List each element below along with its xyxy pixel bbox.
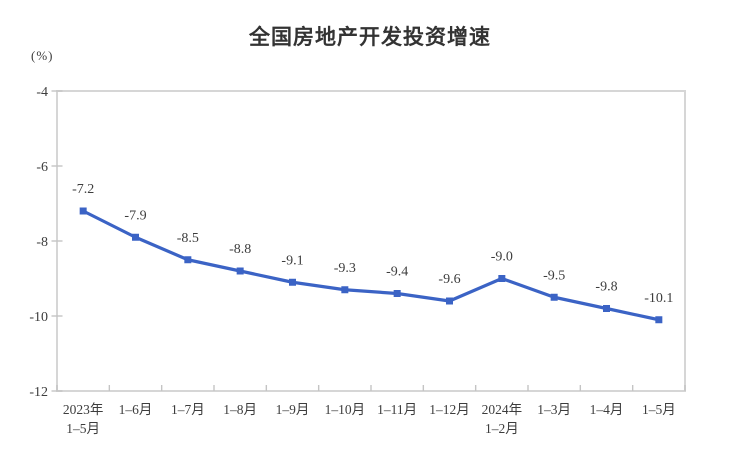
series-line xyxy=(81,209,661,322)
x-axis-tick-label: 1–7月 xyxy=(171,402,205,417)
y-axis-unit-label: (%) xyxy=(31,48,54,63)
x-axis-tick-label: 1–9月 xyxy=(276,402,310,417)
x-axis-tick-label: 1–3月 xyxy=(537,402,571,417)
data-point-marker xyxy=(289,278,296,286)
x-axis-tick-label: 1–2月 xyxy=(485,421,519,436)
data-point-label: -8.8 xyxy=(229,242,251,257)
data-point-label: -9.1 xyxy=(281,253,303,268)
data-point-marker xyxy=(236,267,244,275)
data-point-marker xyxy=(132,233,139,241)
data-point-label: -9.0 xyxy=(491,250,513,265)
y-axis-tick-label: -12 xyxy=(29,385,48,400)
data-point-label: -8.5 xyxy=(177,231,199,246)
x-axis-tick-label: 1–11月 xyxy=(377,402,417,417)
data-point-marker xyxy=(341,286,349,294)
data-point-label: -9.3 xyxy=(334,261,356,276)
data-point-marker xyxy=(550,293,558,301)
data-point-label: -7.2 xyxy=(72,182,94,197)
data-point-label: -9.5 xyxy=(543,268,565,283)
x-axis-tick-label: 1–4月 xyxy=(590,402,624,417)
chart-title: 全国房地产开发投资增速 xyxy=(249,26,491,49)
y-axis-tick-label: -10 xyxy=(29,310,48,325)
data-point-marker xyxy=(184,256,192,264)
data-point-marker xyxy=(655,316,663,324)
x-axis-tick-label: 1–6月 xyxy=(119,402,153,417)
y-axis-tick-label: -8 xyxy=(36,235,48,250)
data-point-marker xyxy=(446,297,453,305)
y-axis-tick-label: -4 xyxy=(36,85,48,100)
data-point-marker xyxy=(603,305,610,312)
x-axis-tick-label: 1–10月 xyxy=(325,402,366,417)
data-point-marker xyxy=(393,290,401,297)
x-axis-tick-label: 1–12月 xyxy=(429,402,470,417)
data-point-label: -7.9 xyxy=(124,208,146,223)
x-axis-tick-label: 1–5月 xyxy=(642,402,676,417)
y-axis-tick-label: -6 xyxy=(36,160,48,175)
data-point-label: -9.6 xyxy=(438,272,460,287)
plot-area-border xyxy=(56,90,686,392)
data-point-marker xyxy=(79,207,87,215)
data-point-marker xyxy=(498,275,506,282)
data-point-label: -9.8 xyxy=(595,280,617,295)
data-point-label: -10.1 xyxy=(644,291,673,306)
x-axis-tick-label: 2023年 xyxy=(63,402,104,417)
x-axis-tick-label: 1–5月 xyxy=(66,421,100,436)
x-axis-tick-label: 1–8月 xyxy=(223,402,257,417)
data-point-label: -9.4 xyxy=(386,265,408,280)
x-axis-tick-label: 2024年 xyxy=(482,402,523,417)
